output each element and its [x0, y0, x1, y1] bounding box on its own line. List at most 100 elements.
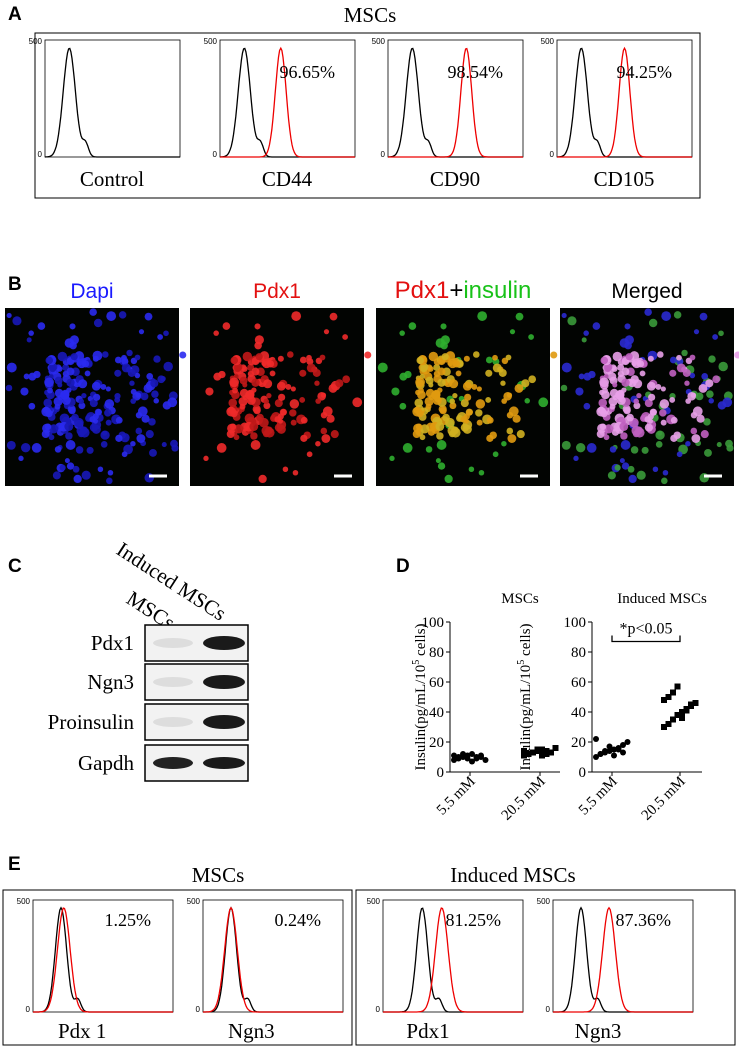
cell — [676, 363, 686, 373]
cell — [329, 312, 338, 321]
cell — [134, 372, 141, 379]
cell — [47, 387, 53, 394]
histogram-curve — [388, 47, 523, 158]
cell — [512, 414, 521, 423]
cell — [550, 351, 558, 359]
cell — [59, 464, 66, 471]
cell — [452, 360, 461, 368]
histogram-frame — [32, 899, 174, 1013]
cell — [476, 386, 482, 392]
cell — [179, 351, 187, 359]
data-point — [615, 746, 622, 753]
axis-label: 0 — [38, 150, 43, 159]
histogram-frame — [44, 39, 181, 158]
axis-label: 500 — [372, 37, 386, 46]
cell — [56, 366, 63, 372]
histogram-frame — [219, 39, 356, 158]
cell — [435, 458, 441, 464]
cell — [144, 473, 154, 483]
data-point — [674, 683, 681, 690]
cell — [670, 416, 678, 424]
cell — [256, 413, 264, 422]
data-point — [692, 700, 699, 706]
cell — [314, 380, 320, 386]
cell — [153, 398, 159, 404]
cell — [701, 372, 709, 380]
label-part: Insulin(pg/mL/10 — [518, 665, 534, 771]
data-point — [602, 748, 608, 754]
cell — [102, 351, 109, 358]
cell — [216, 443, 227, 453]
cell — [75, 446, 84, 454]
cell — [170, 439, 178, 448]
cell — [255, 353, 263, 361]
cell — [315, 398, 322, 404]
cell — [73, 474, 82, 484]
axis-label: 500 — [187, 897, 201, 906]
cell — [602, 387, 608, 394]
data-point — [688, 701, 694, 708]
cell — [312, 368, 321, 377]
cell — [100, 384, 107, 390]
cell — [655, 430, 665, 440]
cell — [134, 354, 141, 361]
blot-band — [203, 675, 245, 689]
title-part: Pdx1 — [395, 277, 450, 304]
cell — [676, 451, 683, 458]
cell — [626, 413, 634, 422]
cell — [104, 409, 112, 417]
cell — [509, 329, 516, 335]
cell — [485, 356, 493, 364]
cell — [364, 351, 372, 359]
cell — [299, 369, 307, 377]
cell — [716, 442, 722, 448]
cell — [505, 354, 512, 361]
cell — [473, 351, 480, 358]
cell — [114, 397, 121, 403]
cell — [135, 427, 143, 435]
cell — [620, 440, 631, 450]
panel-label: E — [8, 854, 21, 875]
cell — [282, 466, 289, 472]
cell — [669, 397, 676, 403]
micrograph — [190, 308, 364, 486]
cell — [258, 474, 267, 484]
y-tick-label: 100 — [422, 615, 445, 631]
panel-frame — [2, 889, 353, 1046]
cell — [415, 423, 423, 430]
row-label: Pdx1 — [91, 631, 134, 655]
cell — [149, 448, 157, 457]
cell — [561, 312, 567, 319]
cell — [319, 354, 326, 361]
cell — [126, 349, 133, 357]
cell — [475, 409, 483, 417]
cell — [280, 408, 287, 416]
cell — [100, 441, 108, 448]
cell — [652, 466, 659, 472]
cell — [471, 384, 478, 390]
histogram-curve — [33, 907, 173, 1013]
cell — [121, 363, 131, 373]
cell — [416, 356, 425, 365]
cell — [492, 363, 502, 373]
cell — [704, 448, 712, 457]
label-part: 5 — [516, 660, 527, 665]
cell — [611, 366, 618, 372]
image-title: Merged — [611, 280, 682, 303]
cell — [326, 414, 335, 423]
cell — [45, 409, 53, 418]
data-point — [521, 748, 527, 754]
cell — [435, 338, 446, 348]
cell — [72, 465, 80, 473]
cell — [127, 368, 136, 377]
data-point — [665, 694, 672, 700]
cell — [239, 403, 246, 410]
data-point — [534, 746, 541, 753]
cell — [506, 392, 513, 398]
cell — [254, 323, 261, 330]
cell — [492, 451, 499, 458]
cell — [232, 387, 238, 394]
cell — [516, 430, 525, 439]
cell — [62, 370, 70, 378]
cell — [228, 398, 238, 408]
